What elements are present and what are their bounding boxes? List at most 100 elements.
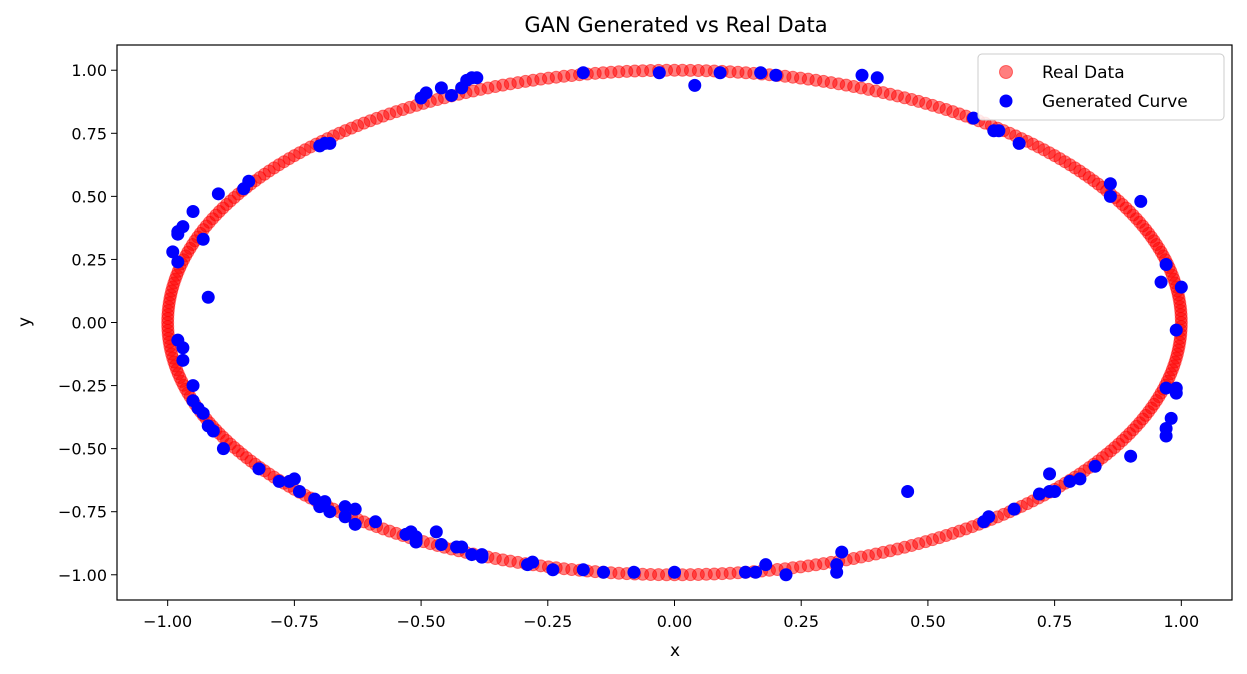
generated-point [196,406,210,420]
y-tick-label: 0.00 [71,314,107,333]
y-axis-ticks: −1.00 −0.75 −0.50 −0.25 0.00 0.25 0.50 0.75 1.00 [58,61,117,585]
y-axis-label: y [15,317,35,327]
generated-point [1164,411,1178,425]
generated-point [176,341,190,355]
generated-point [759,558,773,572]
generated-point [992,124,1006,138]
generated-point [901,485,915,499]
generated-point [429,525,443,539]
generated-point [1048,485,1062,499]
generated-point [216,442,230,456]
generated-point [754,66,768,80]
generated-point [1012,136,1026,150]
x-tick-label: 0.75 [1037,612,1073,631]
y-tick-label: 0.75 [71,124,107,143]
y-tick-label: −0.75 [58,503,107,522]
generated-point [576,563,590,577]
generated-point [769,68,783,82]
x-tick-label: 0.25 [783,612,819,631]
generated-point [348,502,362,516]
generated-point [1169,323,1183,337]
generated-point [318,495,332,509]
generated-point [1032,487,1046,501]
generated-point [242,174,256,188]
generated-point [1174,280,1188,294]
generated-point [323,136,337,150]
generated-point [338,510,352,524]
generated-point [171,255,185,269]
generated-point [1154,275,1168,289]
generated-point [445,88,458,102]
generated-point [368,515,382,529]
y-tick-label: 0.25 [71,250,107,269]
generated-point [186,205,200,218]
y-tick-label: −0.25 [58,377,107,396]
generated-point [668,565,681,579]
generated-point [835,545,849,559]
y-tick-label: −0.50 [58,440,107,459]
generated-point [713,66,727,80]
generated-point [597,565,611,579]
generated-point [338,500,352,514]
generated-point [855,68,869,82]
generated-point [1124,449,1138,463]
generated-point [166,245,180,259]
generated-point [652,66,666,80]
generated-point [186,379,200,393]
generated-point [287,472,301,486]
generated-point [1103,189,1117,203]
y-tick-label: 1.00 [71,61,107,80]
generated-point [1159,257,1173,271]
generated-point [434,538,448,551]
generated-point [830,558,844,572]
x-tick-label: 1.00 [1164,612,1200,631]
generated-point [526,555,540,569]
generated-point [688,78,702,92]
legend-marker-generated [999,94,1013,108]
generated-point [176,353,190,367]
x-tick-label: −0.50 [397,612,446,631]
legend-label-generated: Generated Curve [1042,92,1188,112]
generated-point [627,565,641,579]
generated-point [434,81,448,95]
generated-point [1169,386,1183,400]
generated-point [982,510,996,524]
generated-point [1043,467,1057,481]
generated-point [171,227,185,241]
generated-point [211,187,225,201]
legend: Real Data Generated Curve [977,53,1225,121]
generated-point [870,71,884,85]
generated-point [967,111,981,125]
generated-point [419,86,433,100]
generated-point [1159,381,1173,395]
generated-point [576,66,590,80]
generated-point [465,548,479,562]
x-axis-label: x [670,641,680,661]
generated-point [1159,429,1173,443]
y-tick-label: 0.50 [71,187,107,206]
x-tick-label: −0.75 [270,612,319,631]
generated-point [348,517,362,531]
generated-point [1088,459,1102,473]
x-tick-label: 0.00 [657,612,693,631]
generated-point [470,71,484,85]
generated-point [252,462,266,476]
generated-point [201,290,215,304]
legend-marker-real [999,65,1013,79]
generated-point [272,474,286,488]
generated-point [455,540,469,554]
generated-curve-points [166,66,1188,582]
generated-point [1007,502,1021,516]
generated-point [779,568,793,582]
generated-point [1063,474,1077,488]
generated-point [196,232,210,246]
generated-point [323,505,337,519]
generated-point [1073,472,1087,486]
generated-point [738,565,752,579]
chart-title: GAN Generated vs Real Data [524,13,827,37]
generated-point [409,535,423,549]
plot-frame [116,44,1233,601]
generated-point [546,563,560,577]
generated-point [1103,177,1117,191]
